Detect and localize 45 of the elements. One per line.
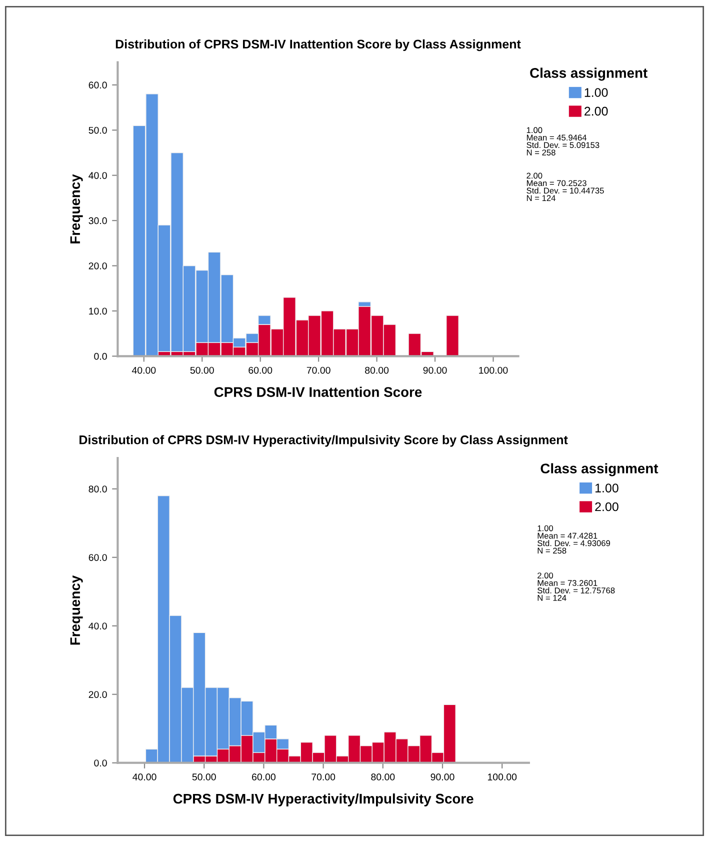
x-tick-label: 90.00: [423, 366, 447, 374]
x-axis-title: CPRS DSM-IV Hyperactivity/Impulsivity Score: [173, 793, 474, 806]
x-tick-label: 50.00: [190, 366, 214, 374]
legend-label: 2.00: [595, 502, 618, 512]
legend-label: 1.00: [584, 88, 608, 97]
text: 1.00: [538, 525, 554, 532]
x-tick-label: 60.00: [252, 774, 276, 780]
y-tick-label: 60.0: [88, 554, 107, 561]
x-axis-title: CPRS DSM-IV Inattention Score: [214, 386, 422, 397]
text: 1.00: [596, 484, 618, 492]
text: 2.00 Mean = 70.2523 Std. Dev. = 10.44735 N = 124: [526, 172, 604, 201]
chart-title: Distribution of CPRS DSM-IV Inattention Score by Class Assignment: [116, 39, 521, 52]
y-tick-label: 80.0: [88, 486, 107, 492]
y-tick-label: 60.0: [88, 82, 107, 89]
y-tick-label: 20.0: [88, 691, 107, 698]
x-tick-label: 80.00: [371, 774, 395, 780]
y-tick-label: 30.0: [88, 217, 107, 224]
text: 1.00 Mean = 45.9464 Std. Dev. = 5.09153 N = 258: [526, 127, 600, 156]
legend-title: Class assignment: [530, 68, 648, 81]
y-tick-label: 10.0: [89, 308, 107, 315]
y-tick-label: 40.0: [88, 622, 107, 630]
x-tick-label: 70.00: [312, 774, 336, 780]
y-axis-title: Frequency: [70, 174, 83, 244]
bar: [446, 315, 459, 356]
y-tick-label: 20.0: [88, 262, 107, 270]
x-tick-label: 80.00: [365, 366, 389, 374]
text: 2.00: [538, 572, 554, 578]
legend-title: Class assignment: [540, 463, 658, 476]
y-tick-label: 0.0: [94, 352, 107, 360]
x-tick-label: 60.00: [248, 366, 272, 374]
chart-title: Distribution of CPRS DSM-IV Hyperactivity/Impulsivity Score by Class Assignment: [80, 435, 568, 447]
y-tick-label: 0.0: [94, 760, 107, 766]
y-axis-title: Frequency: [70, 575, 83, 645]
x-tick-label: 40.00: [132, 774, 156, 780]
x-tick-label: 90.00: [430, 774, 454, 780]
y-tick-label: 50.0: [88, 126, 107, 134]
text: Mean = 73.2601 Std. Dev. = 12.75768 N = 124: [538, 580, 615, 601]
x-tick-label: 100.00: [479, 366, 508, 374]
text: Mean = 47.4281 Std. Dev. = 4.93069 N = 258: [538, 532, 610, 554]
text: 2.00: [584, 106, 608, 116]
x-tick-label: 40.00: [132, 366, 156, 374]
x-tick-label: 100.00: [488, 774, 517, 780]
x-tick-label: 70.00: [306, 366, 330, 374]
x-tick-label: 50.00: [192, 774, 216, 780]
y-tick-label: 40.0: [88, 172, 107, 179]
